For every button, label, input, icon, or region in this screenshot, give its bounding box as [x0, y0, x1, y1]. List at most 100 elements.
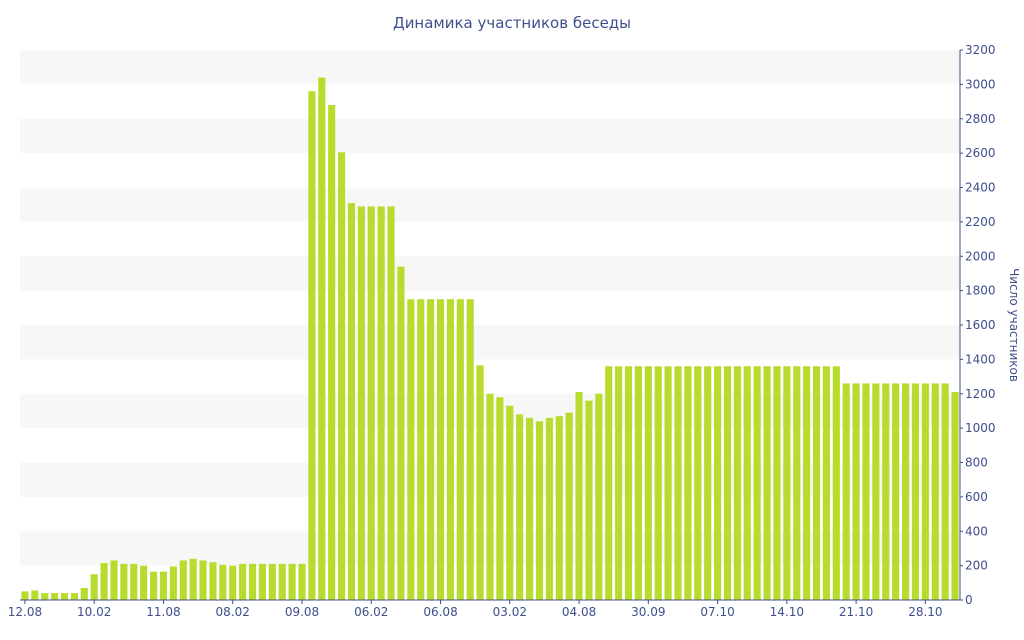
bar — [803, 366, 811, 600]
bar — [456, 299, 464, 600]
x-tick-label: 11.08 — [146, 605, 180, 619]
y-tick-label: 200 — [965, 559, 988, 573]
bar — [130, 563, 138, 600]
bar — [31, 590, 39, 600]
bar — [793, 366, 801, 600]
bar — [387, 206, 395, 600]
y-tick-label: 3200 — [965, 43, 996, 57]
bar — [367, 206, 375, 600]
y-tick-label: 2400 — [965, 181, 996, 195]
bar — [377, 206, 385, 600]
y-tick-label: 0 — [965, 593, 973, 607]
bar — [783, 366, 791, 600]
bar — [239, 563, 247, 600]
bar — [931, 383, 939, 600]
bar — [466, 299, 474, 600]
bar — [496, 397, 504, 600]
bar — [446, 299, 454, 600]
bar — [575, 392, 583, 600]
y-tick-label: 2000 — [965, 249, 996, 263]
bar — [585, 400, 593, 601]
bar — [723, 366, 732, 600]
y-tick-label: 400 — [965, 524, 988, 538]
bar — [407, 299, 415, 600]
bar — [268, 563, 276, 600]
bar — [288, 563, 296, 600]
bar — [60, 593, 69, 601]
x-tick-label: 28.10 — [908, 605, 942, 619]
bar — [862, 383, 870, 600]
bar — [436, 299, 445, 600]
grid-band — [20, 187, 960, 222]
bar — [634, 366, 642, 600]
bar — [654, 366, 662, 600]
chart-title: Динамика участников беседы — [393, 14, 631, 32]
bar — [822, 366, 830, 600]
bar — [902, 383, 910, 600]
bar — [357, 206, 365, 600]
y-tick-label: 800 — [965, 456, 988, 470]
bar — [486, 393, 494, 600]
bar — [704, 366, 712, 600]
x-tick-label: 06.08 — [423, 605, 457, 619]
x-tick-label: 30.09 — [631, 605, 665, 619]
bar — [189, 558, 197, 600]
bar — [248, 563, 257, 600]
y-tick-label: 2800 — [965, 112, 996, 126]
bar — [892, 383, 900, 600]
bar — [674, 366, 682, 600]
bar — [41, 593, 49, 601]
bar — [812, 366, 821, 600]
bar — [911, 383, 920, 600]
bar — [169, 566, 177, 600]
bar — [605, 366, 613, 600]
y-tick-labels: 0 200 400 600 800 1000 1200 1400 1600 1800 2000 220… — [960, 43, 996, 607]
bar — [90, 574, 98, 600]
bar — [921, 383, 929, 600]
bar — [21, 591, 29, 600]
bar — [318, 77, 326, 600]
bar — [120, 563, 128, 600]
grid-band — [20, 118, 960, 154]
bar — [714, 366, 722, 600]
bar — [773, 366, 781, 600]
bar — [140, 565, 148, 601]
bar — [229, 565, 237, 601]
bar — [545, 417, 553, 600]
bar — [159, 571, 168, 600]
bar — [308, 91, 316, 600]
x-tick-label: 10.02 — [77, 605, 111, 619]
y-tick-label: 2200 — [965, 215, 996, 229]
x-tick-label: 14.10 — [770, 605, 804, 619]
bar — [219, 564, 227, 600]
x-tick-label: 07.10 — [700, 605, 734, 619]
bar — [684, 366, 692, 600]
bar — [347, 202, 356, 600]
bar — [476, 365, 484, 600]
bar — [852, 383, 860, 600]
bar — [555, 416, 563, 600]
bar — [595, 393, 603, 600]
bar — [278, 563, 286, 600]
bar — [526, 417, 534, 600]
bar — [100, 563, 108, 600]
x-tick-label: 08.02 — [216, 605, 250, 619]
y-tick-label: 3000 — [965, 77, 996, 91]
bar — [516, 414, 524, 601]
bar — [51, 593, 59, 601]
y-tick-label: 600 — [965, 490, 988, 504]
x-tick-label: 06.02 — [354, 605, 388, 619]
bar — [615, 366, 623, 600]
bar — [882, 383, 890, 600]
grid-band — [20, 256, 960, 291]
x-tick-label: 21.10 — [839, 605, 873, 619]
bar — [70, 593, 78, 601]
y-tick-label: 1800 — [965, 284, 996, 298]
bar — [842, 383, 850, 600]
y-tick-label: 1600 — [965, 318, 996, 332]
bar — [150, 571, 158, 600]
bar — [328, 105, 336, 600]
bar — [832, 366, 840, 600]
bar — [338, 152, 346, 600]
